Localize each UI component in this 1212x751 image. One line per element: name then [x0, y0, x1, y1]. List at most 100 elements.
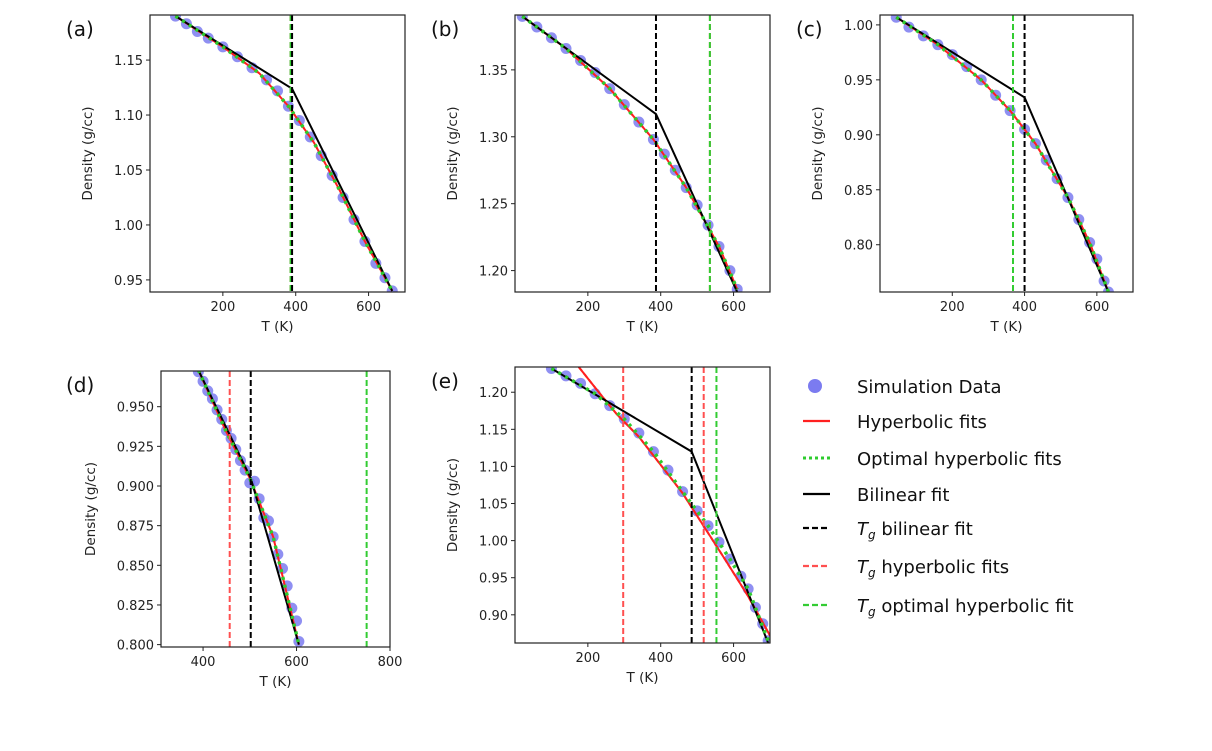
axes-frame — [514, 14, 771, 293]
y-tick-label: 1.20 — [479, 265, 508, 280]
x-axis-label: T (K) — [990, 319, 1023, 335]
y-tick-label: 1.10 — [114, 109, 143, 124]
hyperbolic-fit-line — [895, 16, 1110, 292]
y-tick-label: 0.85 — [844, 184, 873, 199]
panel-label: (e) — [431, 369, 459, 393]
x-tick-label: 600 — [721, 651, 746, 666]
y-tick-label: 1.15 — [479, 423, 508, 438]
bilinear-fit-line — [174, 15, 394, 292]
x-tick-label: 200 — [210, 300, 235, 315]
legend-hyperbolic: Hyperbolic fits — [857, 412, 987, 433]
x-tick-label: 400 — [1012, 300, 1037, 315]
y-tick-label: 0.95 — [114, 274, 143, 289]
y-tick-label: 0.925 — [117, 440, 154, 455]
y-tick-label: 1.20 — [479, 386, 508, 401]
y-tick-label: 0.875 — [117, 520, 154, 535]
bilinear-fit-line — [895, 16, 1110, 292]
axes-frame — [879, 14, 1134, 293]
panel-label: (d) — [66, 373, 94, 397]
y-tick-label: 0.825 — [117, 599, 154, 614]
legend-simulation: Simulation Data — [857, 377, 1002, 398]
plot-area — [170, 15, 398, 292]
legend-tg-optimal: Tg optimal hyperbolic fit — [857, 596, 1074, 619]
x-tick-label: 200 — [575, 300, 600, 315]
legend-optimal: Optimal hyperbolic fits — [857, 449, 1062, 470]
x-axis-label: T (K) — [626, 670, 659, 686]
y-tick-label: 1.05 — [479, 498, 508, 513]
legend-tg-hyperbolic: Tg hyperbolic fits — [857, 557, 1009, 580]
legend-bilinear: Bilinear fit — [857, 485, 949, 506]
y-tick-label: 1.10 — [479, 460, 508, 475]
hyperbolic-fit-dashed — [895, 16, 1110, 292]
axes-frame — [160, 370, 391, 648]
bilinear-fit-line — [521, 15, 739, 292]
optimal-hyperbolic-fit-line — [550, 367, 770, 642]
panel-label: (a) — [66, 17, 94, 41]
x-tick-label: 400 — [191, 655, 216, 670]
y-tick-label: 1.00 — [479, 535, 508, 550]
x-axis-label: T (K) — [261, 319, 294, 335]
y-tick-label: 1.15 — [114, 54, 143, 69]
y-axis-label: Density (g/cc) — [80, 106, 96, 200]
hyperbolic-fit-line — [174, 15, 394, 292]
y-tick-label: 0.800 — [117, 639, 154, 654]
y-tick-label: 0.90 — [479, 609, 508, 624]
x-axis-label: T (K) — [626, 319, 659, 335]
y-axis-label: Density (g/cc) — [445, 106, 461, 200]
hyperbolic-fit-dashed — [197, 371, 300, 645]
y-tick-label: 0.90 — [844, 129, 873, 144]
y-tick-label: 1.30 — [479, 131, 508, 146]
y-tick-label: 1.25 — [479, 198, 508, 213]
y-axis-label: Density (g/cc) — [83, 462, 99, 556]
panel-a: 200 400 600 0.95 1.00 1.05 1.10 1.15 T (K) Densit… — [66, 14, 406, 335]
y-tick-label: 0.850 — [117, 559, 154, 574]
y-tick-label: 0.950 — [117, 401, 154, 416]
x-tick-label: 400 — [283, 300, 308, 315]
x-tick-label: 600 — [1084, 300, 1109, 315]
y-axis-label: Density (g/cc) — [445, 458, 461, 552]
y-tick-label: 0.900 — [117, 480, 154, 495]
y-tick-label: 1.05 — [114, 164, 143, 179]
simulation-data-point — [272, 85, 283, 97]
panel-e: 200 400 600 0.90 0.95 1.00 1.05 1.10 1.15 1.20 T (… — [431, 366, 771, 686]
bilinear-fit-line — [550, 367, 770, 643]
y-tick-label: 0.95 — [479, 572, 508, 587]
simulation-data-point — [589, 67, 601, 79]
optimal-hyperbolic-fit-line — [521, 15, 739, 291]
panel-d: 400 600 800 0.800 0.825 0.850 0.875 0.900 0.925 0… — [66, 370, 403, 690]
x-tick-label: 400 — [648, 651, 673, 666]
plot-area — [890, 15, 1114, 292]
panel-label: (c) — [796, 17, 823, 41]
x-tick-label: 600 — [356, 300, 381, 315]
x-tick-label: 600 — [284, 655, 309, 670]
y-axis-label: Density (g/cc) — [810, 106, 826, 200]
axes-frame — [514, 366, 771, 644]
y-tick-label: 0.80 — [844, 239, 873, 254]
x-tick-label: 400 — [648, 300, 673, 315]
legend-tg-bilinear: Tg bilinear fit — [857, 519, 973, 542]
legend: Simulation Data Hyperbolic fits Optimal … — [803, 377, 1074, 619]
hyperbolic-fit-dashed — [521, 15, 739, 290]
optimal-hyperbolic-fit-line — [174, 15, 394, 292]
x-tick-label: 800 — [378, 655, 403, 670]
x-tick-label: 200 — [575, 651, 600, 666]
plot-area — [516, 15, 743, 292]
x-tick-label: 200 — [940, 300, 965, 315]
hyperbolic-fit-line — [521, 15, 739, 290]
y-tick-label: 1.00 — [844, 19, 873, 34]
y-tick-label: 1.00 — [114, 219, 143, 234]
y-tick-label: 0.95 — [844, 74, 873, 89]
optimal-hyperbolic-fit-line — [895, 15, 1111, 292]
plot-area — [192, 371, 368, 647]
legend-marker-simulation — [808, 379, 822, 393]
hyperbolic-fit-dashed — [174, 15, 394, 292]
bilinear-fit-line — [197, 371, 300, 645]
axes-frame — [149, 14, 406, 293]
panel-b: 200 400 600 1.20 1.25 1.30 1.35 T (K) Density (g… — [431, 14, 771, 335]
hyperbolic-fit-dashed — [577, 367, 770, 637]
panel-label: (b) — [431, 17, 459, 41]
x-tick-label: 600 — [721, 300, 746, 315]
panels: 200 400 600 0.95 1.00 1.05 1.10 1.15 T (K) Densit… — [66, 14, 1134, 690]
x-axis-label: T (K) — [259, 674, 292, 690]
